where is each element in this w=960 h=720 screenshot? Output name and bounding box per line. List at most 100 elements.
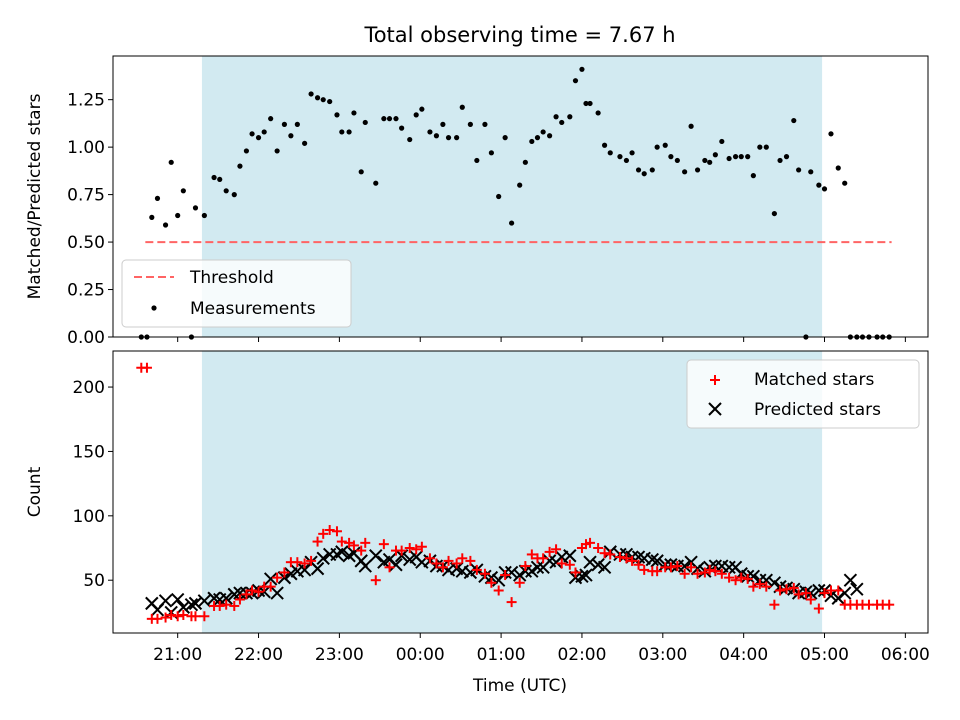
matched-star-point bbox=[404, 543, 415, 554]
predicted-star-point bbox=[645, 552, 659, 567]
measurement-point bbox=[223, 188, 229, 194]
matched-star-point bbox=[166, 609, 177, 620]
matched-star-point bbox=[318, 528, 329, 539]
predicted-star-point bbox=[597, 560, 612, 575]
ratio-legend: Threshold Measurements bbox=[121, 259, 352, 328]
measurement-point bbox=[816, 182, 822, 188]
measurement-point bbox=[308, 91, 314, 97]
measurement-point bbox=[842, 180, 848, 186]
measurement-point bbox=[617, 154, 623, 160]
predicted-star-point bbox=[219, 591, 233, 605]
matched-star-point bbox=[424, 553, 435, 564]
matched-star-point bbox=[788, 582, 799, 593]
matched-star-point bbox=[627, 555, 638, 566]
measurement-point bbox=[583, 100, 589, 107]
ratio-legend-box bbox=[121, 259, 352, 328]
matched-star-point bbox=[396, 545, 407, 556]
predicted-star-point bbox=[850, 582, 864, 596]
predicted-star-point bbox=[184, 597, 199, 612]
matched-star-point bbox=[593, 543, 604, 554]
measurement-point bbox=[334, 112, 340, 118]
matched-star-point bbox=[556, 558, 567, 569]
ratio-panel: 0.00 0.25 0.50 0.75 1.00 1.25 Matched/Predict… bbox=[25, 55, 929, 348]
matched-star-point bbox=[199, 611, 210, 622]
measurement-point bbox=[237, 163, 243, 169]
matched-star-point bbox=[704, 564, 715, 575]
measurement-point bbox=[547, 133, 553, 139]
measurement-point bbox=[702, 157, 708, 164]
matched-star-point bbox=[805, 594, 816, 605]
measurement-point bbox=[154, 195, 161, 201]
predicted-star-point bbox=[176, 600, 191, 614]
measurement-point bbox=[445, 135, 452, 141]
measurement-point bbox=[433, 133, 440, 139]
measurement-point bbox=[217, 176, 223, 183]
measurement-point bbox=[757, 144, 763, 150]
matched-star-point bbox=[457, 553, 468, 564]
predicted-star-point bbox=[233, 586, 247, 600]
measurement-point bbox=[828, 131, 834, 137]
measurement-point bbox=[821, 186, 828, 192]
matched-star-point bbox=[736, 572, 747, 583]
predicted-star-point bbox=[838, 586, 852, 600]
matched-star-point bbox=[416, 541, 427, 552]
predicted-star-point bbox=[843, 573, 858, 587]
measurement-point bbox=[339, 129, 345, 135]
count-legend: Matched stars Predicted stars bbox=[686, 359, 920, 429]
matched-star-point bbox=[884, 599, 895, 610]
predicted-star-point bbox=[394, 549, 409, 563]
measurement-point bbox=[393, 116, 399, 122]
matched-star-point bbox=[229, 600, 240, 611]
y-tick-label: 100 bbox=[73, 507, 105, 527]
measurement-point bbox=[496, 193, 502, 200]
x-tick-label: 00:00 bbox=[396, 645, 445, 665]
measurement-point bbox=[488, 150, 494, 156]
measurement-point bbox=[649, 167, 655, 173]
matched-star-point bbox=[599, 548, 610, 559]
measurement-point bbox=[783, 154, 790, 160]
predicted-star-point bbox=[650, 554, 664, 568]
predicted-legend-label: Predicted stars bbox=[754, 400, 881, 420]
matched-star-point bbox=[486, 577, 497, 588]
measurement-point bbox=[175, 212, 181, 219]
count-y-axis-label: Count bbox=[25, 466, 45, 517]
matched-star-point bbox=[833, 585, 844, 596]
matched-star-point bbox=[299, 558, 310, 569]
matched-stars-layer bbox=[136, 362, 895, 624]
y-tick-label: 0.00 bbox=[67, 328, 105, 348]
measurement-point bbox=[509, 220, 515, 226]
matched-star-point bbox=[742, 573, 753, 584]
matched-star-point bbox=[411, 544, 422, 555]
measurement-point bbox=[459, 104, 465, 110]
measurement-point bbox=[440, 121, 446, 127]
measurement-point bbox=[719, 138, 725, 145]
matched-star-point bbox=[336, 536, 347, 547]
measurement-point bbox=[791, 117, 797, 124]
measurement-point bbox=[771, 210, 777, 217]
chart-title: Total observing time = 7.67 h bbox=[363, 23, 675, 47]
predicted-star-point bbox=[746, 569, 761, 584]
predicted-star-point bbox=[824, 588, 838, 603]
predicted-star-point bbox=[722, 560, 736, 575]
measurement-point bbox=[399, 125, 405, 131]
measurement-point bbox=[373, 180, 379, 186]
measurement-point bbox=[694, 167, 701, 173]
measurement-point bbox=[572, 78, 579, 84]
measurement-point bbox=[427, 129, 433, 135]
x-tick-label: 03:00 bbox=[638, 645, 687, 665]
matched-star-point bbox=[520, 561, 531, 572]
measurement-point bbox=[750, 173, 756, 179]
matched-star-point bbox=[247, 585, 258, 596]
matched-star-point bbox=[324, 524, 335, 535]
measurement-point bbox=[522, 159, 528, 165]
measurement-point bbox=[327, 98, 333, 105]
matched-star-point bbox=[665, 562, 676, 573]
measurement-point bbox=[726, 155, 732, 162]
measurement-point bbox=[268, 116, 274, 122]
predicted-star-point bbox=[335, 545, 349, 559]
matched-star-point bbox=[356, 545, 367, 556]
predicted-star-point bbox=[677, 559, 692, 573]
predicted-star-point bbox=[358, 559, 372, 573]
matched-star-point bbox=[793, 589, 804, 600]
matched-legend-label: Matched stars bbox=[754, 370, 874, 390]
